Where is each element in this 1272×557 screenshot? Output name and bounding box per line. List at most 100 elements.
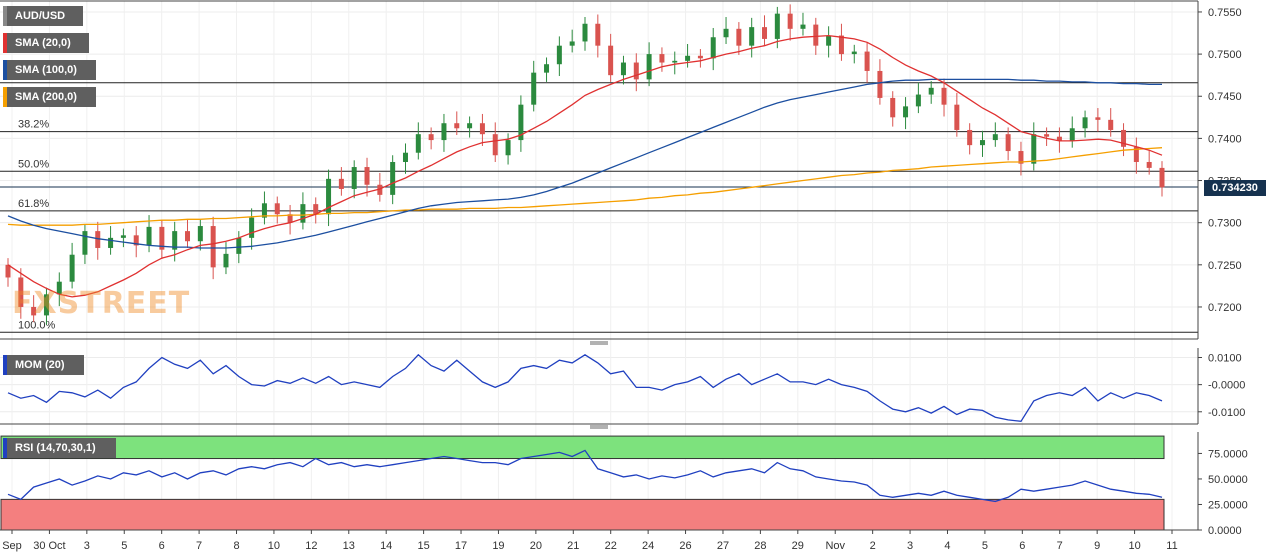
candle-body xyxy=(992,134,998,141)
candlestick xyxy=(697,49,703,68)
candle-body xyxy=(1044,134,1050,137)
indicator-lines xyxy=(7,34,1163,503)
candle-body xyxy=(82,231,88,255)
x-tick-label: 26 xyxy=(679,540,691,552)
sma-200-line xyxy=(7,147,1163,226)
sma-20-line xyxy=(7,34,1163,298)
candle-body xyxy=(928,87,934,95)
candle-body xyxy=(351,167,357,189)
candlestick xyxy=(95,221,101,260)
candlestick xyxy=(838,23,844,61)
legend-sma-200-label: SMA (200,0) xyxy=(15,91,77,103)
momentum-line xyxy=(7,353,1163,422)
legend-rsi[interactable]: RSI (14,70,30,1) xyxy=(3,438,116,458)
candle-body xyxy=(1121,129,1127,147)
candle-body xyxy=(313,204,319,215)
legend-sma-200[interactable]: SMA (200,0) xyxy=(3,87,96,107)
candle-body xyxy=(56,281,62,295)
candlestick xyxy=(659,47,665,72)
candlestick xyxy=(1159,161,1165,197)
candle-body xyxy=(646,54,652,80)
candle-body xyxy=(800,24,806,29)
candle-body xyxy=(364,167,370,185)
candle-body xyxy=(108,237,114,248)
candlestick xyxy=(992,122,998,147)
candlestick xyxy=(749,17,755,58)
candlestick xyxy=(928,81,934,104)
candle-body xyxy=(43,294,49,316)
candle-body xyxy=(338,178,344,189)
x-tick-label: 7 xyxy=(1057,540,1063,552)
candle-body xyxy=(774,13,780,39)
candlestick xyxy=(633,53,639,92)
candlestick xyxy=(1121,123,1127,157)
candle-body xyxy=(133,235,139,246)
candle-body xyxy=(608,45,614,76)
legend-symbol[interactable]: AUD/USD xyxy=(3,6,83,26)
candle-body xyxy=(941,87,947,105)
legend-sma-20-label: SMA (20,0) xyxy=(15,37,71,49)
candle-body xyxy=(1018,151,1024,164)
watermark-logo: FXSTREET xyxy=(12,286,191,321)
candle-body xyxy=(95,231,101,248)
candle-body xyxy=(261,203,267,218)
x-tick-label: 9 xyxy=(1094,540,1100,552)
candlestick xyxy=(851,44,857,64)
candlestick xyxy=(287,204,293,235)
legend-rsi-label: RSI (14,70,30,1) xyxy=(15,442,96,454)
candlestick xyxy=(1031,122,1037,171)
candlestick xyxy=(454,111,460,136)
fib-level-label: 38.2% xyxy=(18,119,49,131)
candle-body xyxy=(5,264,11,278)
candle-body xyxy=(697,55,703,59)
fib-level-label: 100.0% xyxy=(18,319,56,331)
x-tick-label: 5 xyxy=(121,540,127,552)
candlestick xyxy=(18,268,24,319)
candlesticks xyxy=(5,4,1165,325)
candle-body xyxy=(954,104,960,130)
candlestick xyxy=(569,29,575,53)
candle-body xyxy=(159,226,165,250)
panel-splitter-2[interactable] xyxy=(590,425,608,429)
candlestick xyxy=(582,17,588,51)
candlestick xyxy=(402,143,408,174)
candle-body xyxy=(979,140,985,146)
candlestick xyxy=(133,226,139,258)
candle-body xyxy=(210,226,216,268)
candlestick xyxy=(1056,127,1062,153)
x-tick-label: 5 xyxy=(982,540,988,552)
price-tick-label: 0.7250 xyxy=(1208,260,1242,272)
price-tick-label: 0.7300 xyxy=(1208,218,1242,230)
candlestick xyxy=(1069,116,1075,148)
x-tick-label: 28 xyxy=(754,540,766,552)
candle-body xyxy=(1133,146,1139,162)
candlestick xyxy=(351,160,357,199)
price-tick-label: 0.7550 xyxy=(1208,7,1242,19)
x-tick-label: 27 xyxy=(717,540,729,552)
candlestick xyxy=(864,42,870,83)
rsi-oversold-zone xyxy=(0,498,1165,531)
x-tick-label: 24 xyxy=(642,540,654,552)
candle-body xyxy=(838,35,844,55)
candle-body xyxy=(531,72,537,105)
candle-body xyxy=(864,51,870,71)
candlestick xyxy=(1044,127,1050,146)
legend-sma-100[interactable]: SMA (100,0) xyxy=(3,60,96,80)
candlestick xyxy=(646,42,652,87)
legend-sma-20[interactable]: SMA (20,0) xyxy=(3,33,89,53)
candle-body xyxy=(1069,128,1075,141)
panel-splitter-1[interactable] xyxy=(590,341,608,345)
candlestick xyxy=(800,12,806,36)
candlestick xyxy=(685,43,691,68)
candle-body xyxy=(454,123,460,129)
candle-body xyxy=(479,123,485,135)
x-tick-label: 4 xyxy=(944,540,950,552)
candlestick xyxy=(338,167,344,196)
rsi-zones xyxy=(0,435,1165,531)
x-axis: Sep 30 Oct 3 5 6 7 8 10 12 13 14 15 17 19 20 21 22 24 26 27… xyxy=(2,530,1178,552)
legend-momentum[interactable]: MOM (20) xyxy=(3,355,84,375)
x-tick-label: 11 xyxy=(1166,540,1177,552)
candlestick xyxy=(479,113,485,146)
momentum-tick-label: 0.0100 xyxy=(1208,353,1242,365)
